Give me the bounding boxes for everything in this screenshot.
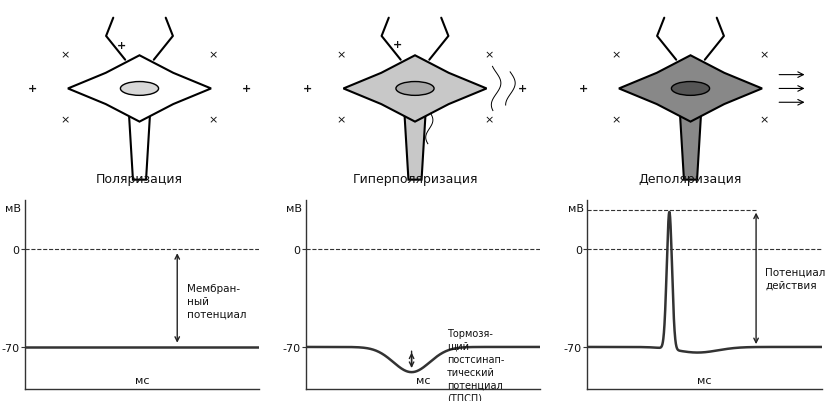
Text: мВ: мВ <box>568 203 583 213</box>
Text: Мембран-
ный
потенциал: Мембран- ный потенциал <box>187 283 247 319</box>
Polygon shape <box>344 56 486 122</box>
Text: Деполяризация: Деполяризация <box>639 173 742 186</box>
Text: ×: × <box>612 50 621 60</box>
Text: мс: мс <box>697 375 712 385</box>
Text: мВ: мВ <box>5 203 22 213</box>
Text: Гиперполяризация: Гиперполяризация <box>352 173 478 186</box>
Text: +: + <box>579 84 588 94</box>
Text: ×: × <box>336 115 346 125</box>
Text: +: + <box>303 84 312 94</box>
Text: Тормозя-
щий
постсинап-
тический
потенциал
(ТПСП): Тормозя- щий постсинап- тический потенци… <box>447 328 504 401</box>
Text: Потенциал
действия: Потенциал действия <box>765 267 826 290</box>
Polygon shape <box>68 56 211 122</box>
Text: мс: мс <box>134 375 149 385</box>
Text: ×: × <box>209 50 218 60</box>
Text: ×: × <box>61 115 71 125</box>
Text: +: + <box>518 84 527 94</box>
Ellipse shape <box>120 82 159 96</box>
Polygon shape <box>404 111 426 180</box>
Polygon shape <box>680 111 701 180</box>
Text: мс: мс <box>416 375 431 385</box>
Ellipse shape <box>671 82 710 96</box>
Text: ×: × <box>759 115 769 125</box>
Text: ×: × <box>209 115 218 125</box>
Text: +: + <box>393 40 402 50</box>
Ellipse shape <box>396 82 434 96</box>
Text: ×: × <box>612 115 621 125</box>
Text: ×: × <box>484 50 494 60</box>
Text: Поляризация: Поляризация <box>96 173 183 186</box>
Text: +: + <box>242 84 251 94</box>
Text: ×: × <box>759 50 769 60</box>
Text: мВ: мВ <box>286 203 302 213</box>
Text: +: + <box>117 41 126 51</box>
Text: ×: × <box>484 115 494 125</box>
Text: ×: × <box>336 50 346 60</box>
Text: +: + <box>27 84 37 94</box>
Text: ×: × <box>61 50 71 60</box>
Polygon shape <box>129 111 150 180</box>
Polygon shape <box>619 56 762 122</box>
